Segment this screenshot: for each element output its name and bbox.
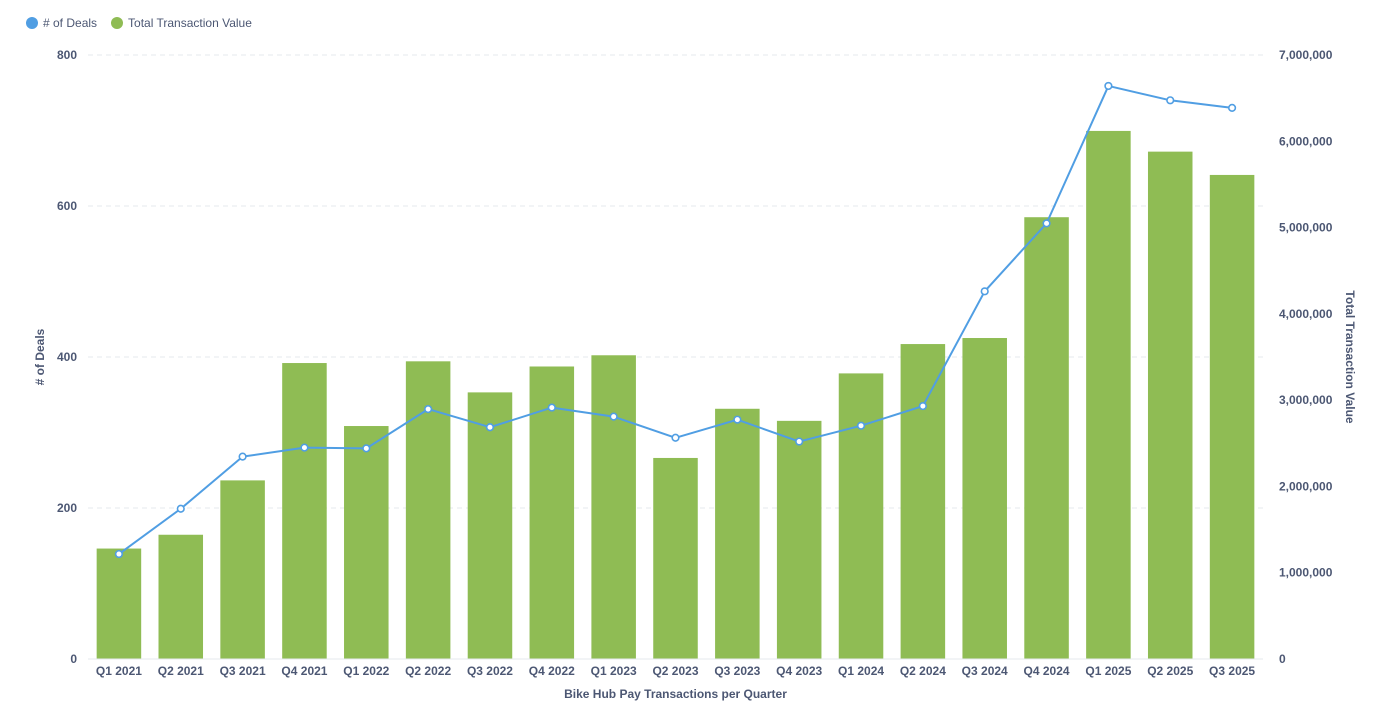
x-tick-label: Q3 2023 — [714, 664, 760, 678]
line-point[interactable] — [238, 452, 247, 461]
y-right-tick-label: 4,000,000 — [1279, 307, 1333, 321]
y-right-tick-label: 2,000,000 — [1279, 479, 1333, 493]
legend-swatch-deals — [26, 17, 38, 29]
line-point[interactable] — [856, 421, 866, 430]
axes: 0 200 400 600 800 0 1,000,000 2,000,000 3,000,00… — [57, 48, 1333, 678]
x-axis-title: Bike Hub Pay Transactions per Quarter — [564, 687, 787, 701]
y-left-tick-label: 0 — [70, 652, 77, 666]
x-tick-label: Q1 2024 — [838, 664, 884, 678]
x-tick-label: Q3 2022 — [467, 664, 513, 678]
line-point[interactable] — [300, 443, 309, 452]
x-tick-label: Q1 2023 — [591, 664, 637, 678]
bar[interactable] — [1147, 151, 1193, 659]
x-tick-label: Q1 2022 — [343, 664, 389, 678]
y-right-tick-label: 1,000,000 — [1279, 566, 1333, 580]
line-point[interactable] — [1227, 103, 1237, 112]
bar[interactable] — [529, 366, 575, 659]
y-axis-left-title: # of Deals — [33, 328, 47, 385]
y-left-tick-label: 200 — [57, 501, 77, 515]
line-point[interactable] — [1042, 219, 1051, 228]
bar[interactable] — [282, 363, 327, 659]
x-tick-label: Q4 2024 — [1024, 664, 1070, 678]
y-right-tick-label: 6,000,000 — [1279, 134, 1333, 148]
x-tick-label: Q2 2022 — [405, 664, 451, 678]
legend-label-transaction-value: Total Transaction Value — [128, 16, 252, 30]
x-tick-label: Q3 2025 — [1209, 664, 1255, 678]
x-tick-label: Q2 2024 — [900, 664, 946, 678]
bar[interactable] — [591, 355, 636, 659]
bar[interactable] — [467, 392, 513, 659]
line-point[interactable] — [671, 433, 680, 442]
line-point[interactable] — [795, 437, 804, 446]
legend-item-transaction-value[interactable]: Total Transaction Value — [111, 16, 252, 30]
line-point[interactable] — [485, 423, 495, 432]
y-left-tick-label: 400 — [57, 350, 77, 364]
bar[interactable] — [962, 338, 1007, 659]
x-tick-label: Q1 2021 — [96, 664, 142, 678]
bar[interactable] — [900, 344, 946, 659]
bar[interactable] — [158, 534, 204, 659]
line-point[interactable] — [114, 549, 124, 559]
x-tick-label: Q4 2023 — [776, 664, 822, 678]
line-point[interactable] — [609, 412, 618, 421]
bar[interactable] — [715, 408, 760, 659]
y-right-tick-label: 0 — [1279, 652, 1286, 666]
line-point[interactable] — [424, 404, 433, 414]
y-left-tick-label: 800 — [57, 48, 77, 62]
line-point[interactable] — [547, 403, 556, 412]
y-right-tick-label: 7,000,000 — [1279, 48, 1333, 62]
bar-series — [96, 130, 1255, 660]
legend-label-deals: # of Deals — [43, 16, 98, 30]
bar[interactable] — [1086, 130, 1131, 660]
line-series — [114, 81, 1237, 559]
x-tick-label: Q3 2021 — [220, 664, 266, 678]
line-point[interactable] — [1104, 81, 1113, 91]
legend-item-deals[interactable]: # of Deals — [26, 16, 97, 30]
x-tick-label: Q2 2021 — [158, 664, 204, 678]
x-tick-label: Q2 2023 — [652, 664, 698, 678]
x-tick-label: Q1 2025 — [1085, 664, 1131, 678]
y-right-tick-label: 5,000,000 — [1279, 221, 1333, 235]
line-point[interactable] — [980, 287, 989, 296]
chart-legend: # of Deals Total Transaction Value — [26, 16, 252, 30]
line-point[interactable] — [176, 504, 185, 513]
line-point[interactable] — [1166, 96, 1175, 105]
line-point[interactable] — [362, 444, 371, 453]
bar[interactable] — [220, 480, 265, 659]
bar[interactable] — [776, 420, 822, 659]
x-tick-label: Q4 2021 — [281, 664, 327, 678]
bar[interactable] — [96, 548, 142, 659]
x-tick-label: Q4 2022 — [529, 664, 575, 678]
bar[interactable] — [1024, 217, 1069, 659]
y-axis-right-title: Total Transaction Value — [1343, 290, 1357, 423]
bar[interactable] — [344, 426, 389, 659]
bar[interactable] — [1209, 174, 1255, 660]
y-left-tick-label: 600 — [57, 199, 77, 213]
x-tick-label: Q3 2024 — [962, 664, 1008, 678]
legend-swatch-transaction-value — [111, 17, 124, 29]
line-point[interactable] — [733, 415, 742, 424]
x-tick-label: Q2 2025 — [1147, 664, 1193, 678]
bar[interactable] — [653, 457, 698, 659]
line-point[interactable] — [918, 401, 927, 411]
y-right-tick-label: 3,000,000 — [1279, 393, 1333, 407]
bar[interactable] — [838, 373, 884, 659]
